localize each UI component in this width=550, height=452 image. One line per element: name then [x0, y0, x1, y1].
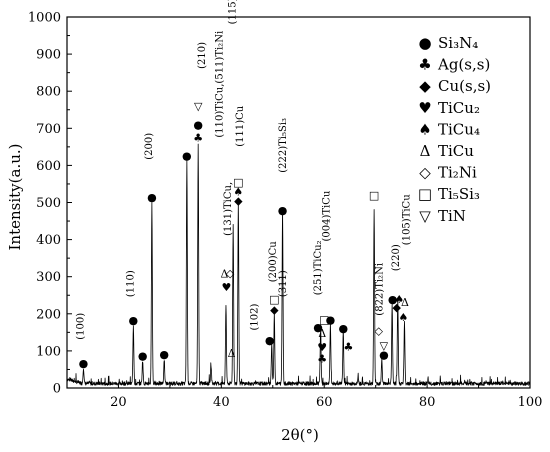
peak-marker: ● — [265, 334, 275, 347]
legend-symbol: ▽ — [419, 207, 431, 225]
peak-marker: ● — [326, 313, 336, 326]
peak-marker: ● — [147, 191, 157, 204]
peak-marker: ▽ — [380, 339, 389, 352]
legend-label: Cu(s,s) — [438, 77, 491, 95]
peak-label: (111)Cu — [235, 105, 246, 147]
peak-marker: ♥ — [222, 281, 232, 294]
peak-marker: ◆ — [234, 195, 243, 208]
x-tick-label: 40 — [213, 395, 230, 410]
peak-marker: ● — [379, 349, 389, 362]
x-tick-label: 20 — [110, 395, 127, 410]
peak-marker: ♥ — [317, 341, 327, 354]
y-tick-label: 100 — [36, 344, 61, 359]
peak-marker: ◇ — [375, 324, 384, 337]
peak-marker: Δ — [228, 347, 236, 360]
y-tick-label: 300 — [36, 270, 61, 285]
y-tick-label: 400 — [36, 233, 61, 248]
legend-label: TiCu₄ — [438, 120, 480, 138]
peak-marker: ◆ — [270, 303, 279, 316]
peak-marker: ◇ — [226, 267, 235, 280]
y-axis-title: Intensity(a.u.) — [6, 144, 24, 251]
peak-marker: □ — [319, 313, 329, 326]
peak-marker: ● — [129, 314, 139, 327]
y-tick-label: 500 — [36, 196, 61, 211]
peak-label: (222)Ti₅Si₃ — [278, 118, 289, 173]
legend-label: Ti₅Si₃ — [438, 185, 480, 203]
peak-marker: Δ — [220, 268, 228, 281]
peak-markers: ●●●●●●▽●♣Δ◇♥Δ□♠◆●□◆●●□Δ♥♣●●♣□◇▽●●◆♠Δ♠ — [79, 100, 409, 370]
x-tick-label: 80 — [419, 395, 436, 410]
y-tick-label: 700 — [36, 122, 61, 137]
peak-label: (210) — [197, 42, 208, 69]
peak-marker: ♣ — [193, 132, 203, 145]
legend-label: TiN — [438, 207, 466, 225]
peak-marker: □ — [369, 189, 379, 202]
peak-marker: □ — [269, 293, 279, 306]
peak-marker: ♣ — [343, 340, 353, 353]
legend-symbol: ♣ — [418, 56, 431, 74]
y-tick-label: 900 — [36, 48, 61, 63]
peak-marker: ● — [278, 204, 288, 217]
peak-label: (200)Cu — [268, 241, 279, 283]
legend-symbol: Δ — [420, 142, 431, 160]
peak-label: (220) — [391, 244, 402, 271]
x-tick-label: 100 — [518, 395, 543, 410]
legend: ● Si₃N₄ ♣ Ag(s,s) ◆ Cu(s,s) ♥ TiCu₂ ♠ TiCu₄ Δ TiCu ◇… — [418, 34, 491, 225]
peak-label: (131)TiCu, — [223, 182, 234, 236]
peak-marker: ● — [182, 149, 192, 162]
peak-label: (311) — [278, 270, 289, 297]
peak-marker: ● — [159, 348, 169, 361]
legend-symbol: □ — [418, 185, 432, 203]
peak-marker: Δ — [318, 327, 326, 340]
legend-label: TiCu — [438, 142, 474, 160]
y-tick-label: 800 — [36, 85, 61, 100]
legend-symbol: ◆ — [419, 77, 431, 95]
peak-label: (110) — [125, 270, 136, 297]
peak-label: (822)Ti₂Ni — [374, 263, 385, 316]
peak-marker: Δ — [401, 296, 409, 309]
peak-marker: ● — [388, 293, 398, 306]
peak-marker: ♠ — [399, 311, 409, 324]
legend-label: TiCu₂ — [438, 99, 480, 117]
y-tick-label: 600 — [36, 159, 61, 174]
peak-label: (105)TiCu — [402, 194, 413, 245]
legend-label: Ag(s,s) — [437, 56, 490, 74]
peak-marker: ● — [79, 357, 89, 370]
peak-marker: ● — [313, 321, 323, 334]
peak-label: (115)TiCu,(202)Ti₅Si₃ — [228, 0, 239, 24]
diffraction-line — [66, 143, 531, 386]
peak-label: (004)TiCu — [321, 190, 332, 241]
peak-label: (200) — [144, 133, 155, 160]
x-axis-title: 2θ(°) — [281, 426, 319, 444]
legend-label: Si₃N₄ — [438, 34, 478, 52]
peak-marker: ♠ — [394, 293, 404, 306]
y-tick-label: 0 — [53, 382, 61, 397]
legend-symbol: ♠ — [418, 120, 431, 138]
peak-label: (100) — [76, 313, 87, 340]
legend-symbol: ● — [418, 34, 431, 52]
peak-label: (110)TiCu,(511)Ti₂Ni — [214, 31, 225, 138]
peak-marker: ◆ — [393, 301, 402, 314]
legend-symbol: ♥ — [418, 99, 431, 117]
peak-label: (251)TiCu₂ — [313, 240, 324, 295]
peak-marker: ● — [138, 349, 148, 362]
peak-labels: (100) (110) (200) (210) (110)TiCu,(511)Ti₂Ni… — [76, 0, 413, 340]
peak-marker: □ — [233, 176, 243, 189]
peak-marker: ▽ — [194, 100, 203, 113]
legend-label: Ti₂Ni — [438, 164, 477, 182]
peak-marker: ● — [193, 119, 203, 132]
peak-marker: ♠ — [233, 185, 243, 198]
y-tick-label: 200 — [36, 307, 61, 322]
diffraction-curve — [66, 143, 531, 386]
peak-label: (102) — [249, 304, 260, 331]
legend-symbol: ◇ — [419, 164, 431, 182]
peak-marker: ● — [338, 322, 348, 335]
peak-marker: ♣ — [317, 352, 327, 365]
x-tick-label: 60 — [316, 395, 333, 410]
axes: 0 100 200 300 400 500 600 700 800 900 1000 20 40 60 80… — [28, 11, 543, 411]
y-tick-label: 1000 — [28, 11, 61, 26]
